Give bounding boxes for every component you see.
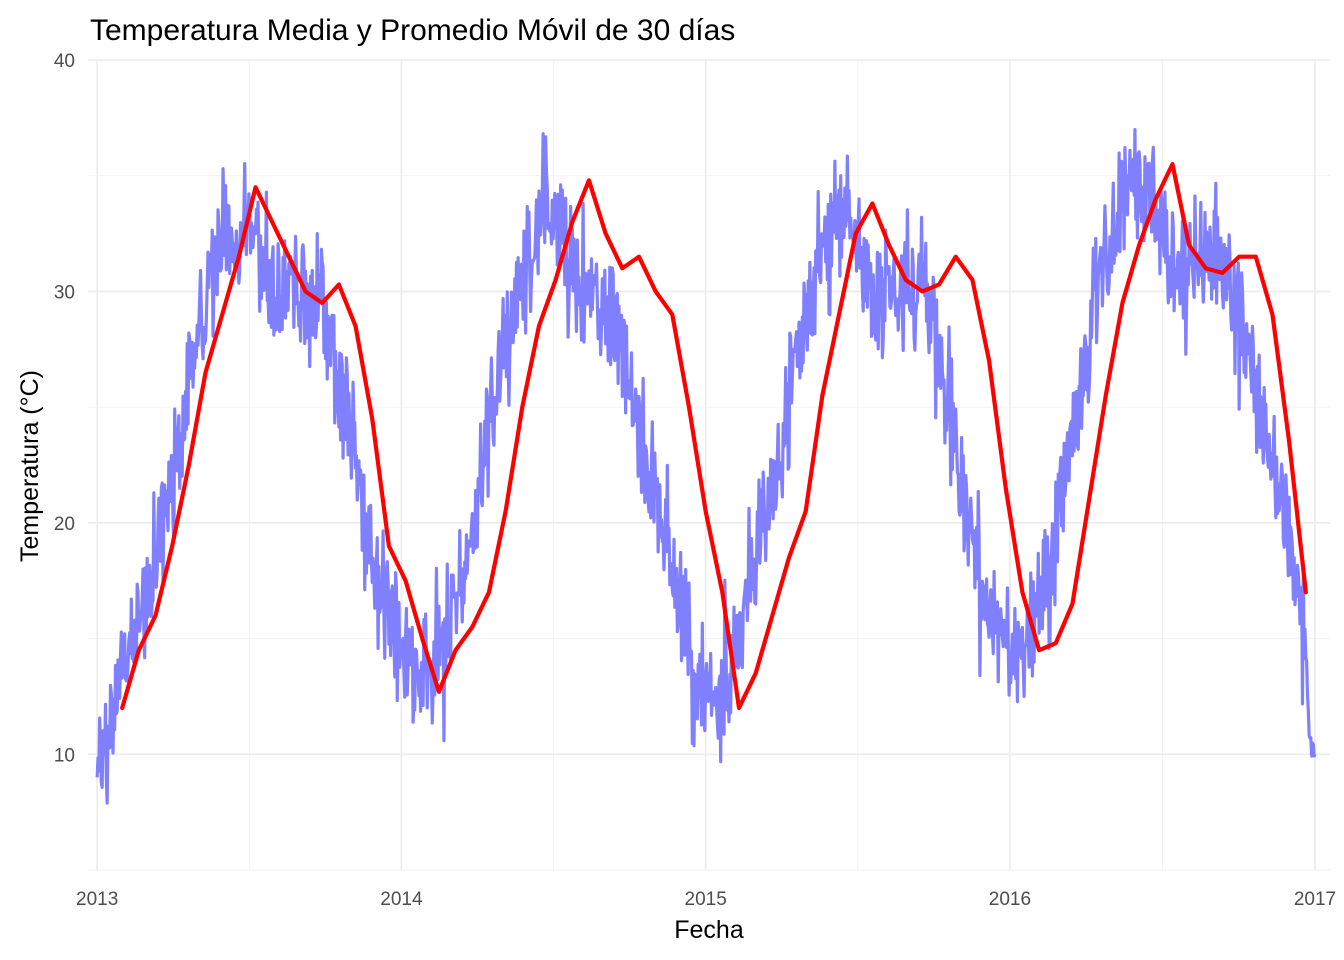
x-axis-ticks: 2013 2014 2015 2016 2017 [76, 889, 1336, 910]
x-axis-title: Fecha [674, 916, 744, 944]
moving-average-line [120, 162, 1308, 711]
y-tick-label: 30 [54, 282, 75, 303]
y-tick-label: 40 [54, 51, 75, 72]
daily-temperature-line [95, 128, 1317, 805]
x-tick-label: 2013 [76, 889, 118, 910]
chart-title: Temperatura Media y Promedio Móvil de 30… [90, 14, 735, 47]
series-layer [95, 128, 1317, 805]
y-axis-ticks: 10 20 30 40 [54, 51, 75, 766]
y-axis-title: Temperatura (°C) [16, 370, 44, 562]
x-tick-label: 2015 [685, 889, 727, 910]
y-tick-label: 20 [54, 514, 75, 535]
x-tick-label: 2016 [989, 889, 1031, 910]
y-tick-label: 10 [54, 745, 75, 766]
x-tick-label: 2017 [1294, 889, 1336, 910]
x-tick-label: 2014 [380, 889, 423, 910]
